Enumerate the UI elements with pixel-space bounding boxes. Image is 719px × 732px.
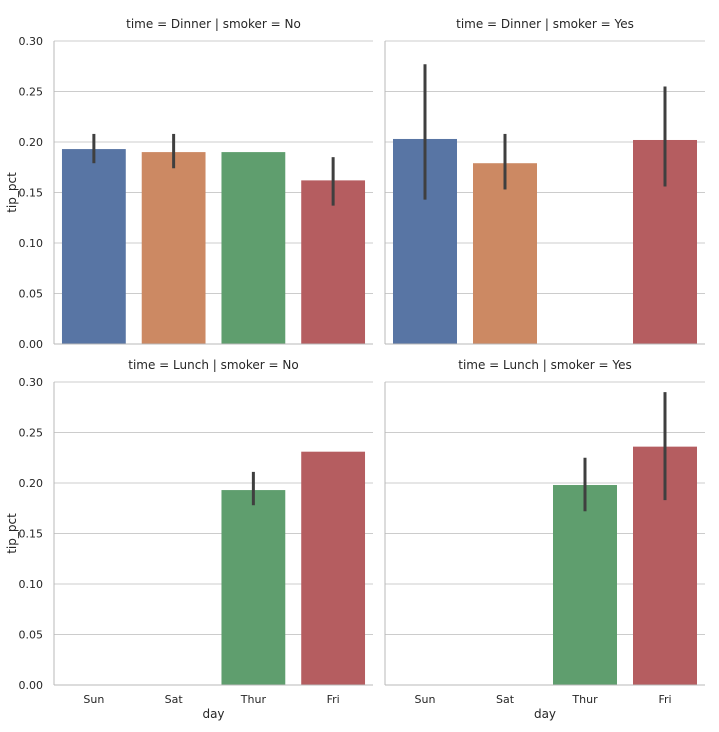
y-tick-label: 0.10 xyxy=(19,578,44,591)
bar-thur xyxy=(221,152,286,344)
y-axis-title: tip_pct xyxy=(5,172,19,213)
y-tick-label: 0.20 xyxy=(19,136,44,149)
x-tick-label: Sat xyxy=(165,693,184,706)
y-tick-label: 0.10 xyxy=(19,237,44,250)
bar-sat xyxy=(473,163,537,344)
y-tick-label: 0.20 xyxy=(19,477,44,490)
x-tick-label: Thur xyxy=(240,693,267,706)
panel-title: time = Dinner | smoker = No xyxy=(126,17,301,31)
bar-fri xyxy=(301,451,366,685)
bar-thur xyxy=(553,485,617,685)
y-tick-label: 0.25 xyxy=(19,86,44,99)
x-tick-label: Sun xyxy=(83,693,104,706)
y-tick-label: 0.30 xyxy=(19,376,44,389)
x-tick-label: Fri xyxy=(658,693,671,706)
bar-thur xyxy=(221,490,286,685)
y-tick-label: 0.25 xyxy=(19,427,44,440)
y-tick-label: 0.00 xyxy=(19,679,44,692)
x-tick-label: Thur xyxy=(571,693,598,706)
bar-fri xyxy=(301,180,366,344)
y-tick-label: 0.15 xyxy=(19,528,44,541)
y-tick-label: 0.05 xyxy=(19,288,44,301)
x-tick-label: Sun xyxy=(415,693,436,706)
bar-sun xyxy=(61,149,126,344)
bar-sat xyxy=(141,152,206,344)
x-axis-title: day xyxy=(534,707,556,721)
panel-3: time = Lunch | smoker = No 0.00 0.05 0.10 0.… xyxy=(5,358,373,721)
panel-title: time = Lunch | smoker = Yes xyxy=(458,358,632,372)
y-tick-label: 0.00 xyxy=(19,338,44,351)
y-tick-label: 0.30 xyxy=(19,35,44,48)
x-tick-label: Fri xyxy=(327,693,340,706)
panel-1: time = Dinner | smoker = No 0.00 0.05 0.10 0… xyxy=(5,17,373,351)
y-axis-title: tip_pct xyxy=(5,513,19,554)
x-tick-label: Sat xyxy=(496,693,515,706)
panel-title: time = Lunch | smoker = No xyxy=(128,358,298,372)
y-tick-label: 0.05 xyxy=(19,629,44,642)
panel-2: time = Dinner | smoker = Yes xyxy=(384,17,705,345)
y-tick-label: 0.15 xyxy=(19,187,44,200)
x-axis-title: day xyxy=(202,707,224,721)
panel-title: time = Dinner | smoker = Yes xyxy=(456,17,634,31)
panel-4: time = Lunch | smoker = Yes Sun Sat Thur Fri… xyxy=(384,358,705,721)
